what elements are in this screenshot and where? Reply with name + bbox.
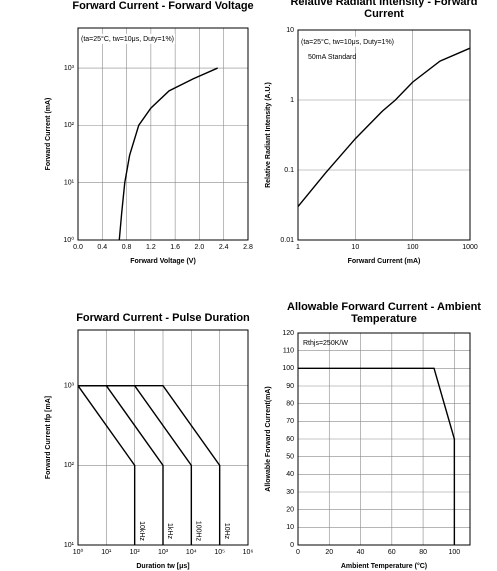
plot-frame	[77, 27, 249, 241]
y-tick-label: 100	[282, 365, 294, 372]
chart-title: Relative Radiant Intensity - Forward Cur…	[290, 0, 478, 20]
x-tick-label: 1.2	[146, 244, 156, 251]
y-tick-label: 10	[286, 27, 294, 34]
y-tick-label: 10²	[64, 462, 75, 469]
x-tick-label: 80	[419, 549, 427, 556]
x-tick-label: 10³	[158, 549, 169, 556]
y-tick-label: 0.1	[284, 167, 294, 174]
x-tick-label: 2.4	[219, 244, 229, 251]
y-tick-label: 1	[290, 97, 294, 104]
y-tick-label: 0	[290, 542, 294, 549]
x-tick-label: 10¹	[101, 549, 112, 556]
y-axis-label: Forward Current (mA)	[45, 98, 52, 171]
y-tick-label: 40	[286, 471, 294, 478]
y-tick-label: 110	[283, 348, 294, 355]
y-tick-label: 30	[286, 489, 294, 496]
y-tick-label: 70	[286, 418, 294, 425]
series-label: 10kHz	[138, 521, 145, 541]
series-line	[77, 385, 136, 545]
y-tick-label: 80	[286, 401, 294, 408]
x-tick-label: 2.8	[243, 244, 253, 251]
series-label: 10Hz	[223, 523, 230, 540]
x-tick-label: 20	[325, 549, 333, 556]
x-axis-label: Forward Current (mA)	[348, 258, 421, 265]
x-tick-label: 100	[449, 549, 461, 556]
y-tick-label: 60	[286, 436, 294, 443]
y-tick-label: 120	[282, 330, 294, 337]
y-axis-label: Forward Current Ifp [mA]	[45, 396, 52, 479]
chart-title: Allowable Forward Current - Ambient Temp…	[287, 301, 481, 325]
y-tick-label: 10³	[64, 383, 75, 390]
x-tick-label: 0	[296, 549, 300, 556]
x-tick-label: 60	[388, 549, 396, 556]
annotation: (ta=25°C, tw=10μs, Duty=1%)	[301, 38, 394, 46]
x-tick-label: 0.4	[97, 244, 107, 251]
y-tick-label: 10	[286, 524, 294, 531]
x-tick-label: 1.6	[170, 244, 180, 251]
x-axis-label: Duration tw [μs]	[136, 563, 189, 570]
y-tick-label: 50	[286, 454, 294, 461]
annotation: 50mA Standard	[308, 54, 356, 61]
annotation: Rthjs=250K/W	[303, 340, 348, 347]
x-tick-label: 1	[296, 244, 300, 251]
x-tick-label: 10	[351, 244, 359, 251]
plot-frame	[297, 332, 471, 546]
y-tick-label: 90	[286, 383, 294, 390]
series-line	[298, 367, 456, 545]
x-tick-label: 1000	[462, 244, 478, 251]
series-line	[118, 67, 218, 241]
y-axis-label: Relative Radiant Intensity (A.U.)	[265, 82, 272, 188]
x-tick-label: 10²	[130, 549, 141, 556]
y-tick-label: 10¹	[64, 542, 75, 549]
x-tick-label: 10⁵	[214, 549, 225, 556]
x-tick-label: 10⁴	[186, 549, 197, 556]
series-label: 100Hz	[194, 521, 201, 542]
y-tick-label: 10¹	[64, 180, 75, 187]
x-tick-label: 10⁶	[243, 549, 254, 556]
y-tick-label: 20	[286, 507, 294, 514]
annotation-box	[80, 33, 176, 44]
x-tick-label: 40	[357, 549, 365, 556]
x-axis-label: Ambient Temperature (°C)	[341, 562, 427, 570]
x-tick-label: 0.0	[73, 244, 83, 251]
x-tick-label: 100	[407, 244, 419, 251]
series-label: 1kHz	[166, 523, 173, 539]
y-axis-label: Allowable Forward Current(mA)	[265, 386, 272, 491]
series-line	[297, 47, 471, 208]
x-tick-label: 0.8	[122, 244, 132, 251]
chart-title: Forward Current - Pulse Duration	[76, 312, 250, 324]
y-tick-label: 10³	[64, 65, 75, 72]
annotation: (ta=25°C, tw=10μs, Duty=1%)	[81, 35, 174, 43]
series-line	[78, 384, 221, 545]
chart-title: Forward Current - Forward Voltage	[72, 0, 254, 12]
y-tick-label: 0.01	[280, 237, 294, 244]
x-tick-label: 2.0	[195, 244, 205, 251]
x-axis-label: Forward Voltage (V)	[130, 258, 196, 265]
plot-frame	[297, 29, 471, 241]
y-tick-label: 10²	[64, 122, 75, 129]
annotation-box	[300, 36, 396, 47]
y-tick-label: 10⁰	[63, 236, 74, 244]
x-tick-label: 10⁰	[73, 548, 84, 556]
